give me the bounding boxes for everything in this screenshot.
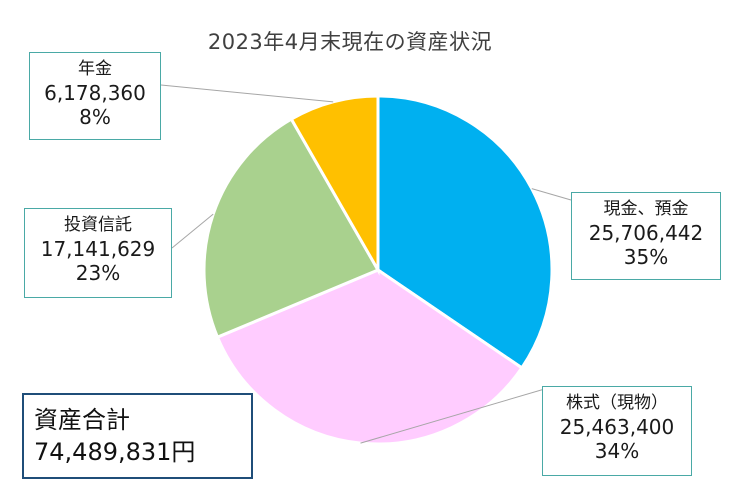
- data-label-kabushiki: 株式（現物） 25,463,400 34%: [542, 386, 692, 476]
- total-value: 74,489,831円: [34, 438, 196, 466]
- slice-kabushiki: [215, 268, 524, 446]
- data-label-nenkin: 年金 6,178,360 8%: [29, 52, 161, 140]
- slice-percent: 34%: [594, 439, 640, 463]
- leader-lines: [160, 84, 572, 444]
- slice-value: 25,463,400: [559, 415, 675, 439]
- pie-slices: [202, 94, 554, 446]
- slice-percent: 35%: [623, 245, 669, 269]
- data-label-toushin: 投資信託 17,141,629 23%: [24, 208, 172, 298]
- slice-genkin: [376, 94, 554, 370]
- slice-value: 6,178,360: [44, 81, 146, 105]
- slice-value: 25,706,442: [588, 221, 704, 245]
- total-label: 資産合計: [34, 406, 130, 434]
- slice-toushin: [202, 117, 381, 340]
- leader-toushin: [171, 213, 214, 249]
- slice-label: 株式（現物）: [566, 393, 668, 413]
- slice-percent: 23%: [75, 261, 121, 285]
- leader-nenkin: [160, 84, 334, 103]
- slice-percent: 8%: [79, 105, 111, 129]
- data-label-genkin: 現金、預金 25,706,442 35%: [571, 192, 721, 280]
- slice-label: 現金、預金: [603, 199, 689, 219]
- leader-kabushiki: [360, 387, 549, 444]
- chart-title: 2023年4月末現在の資産状況: [207, 30, 493, 54]
- leader-genkin: [531, 188, 572, 201]
- slice-nenkin: [289, 94, 380, 276]
- slice-label: 年金: [78, 59, 112, 79]
- slice-value: 17,141,629: [40, 237, 156, 261]
- total-assets-box: 資産合計 74,489,831円: [22, 393, 253, 479]
- slice-label: 投資信託: [64, 215, 132, 235]
